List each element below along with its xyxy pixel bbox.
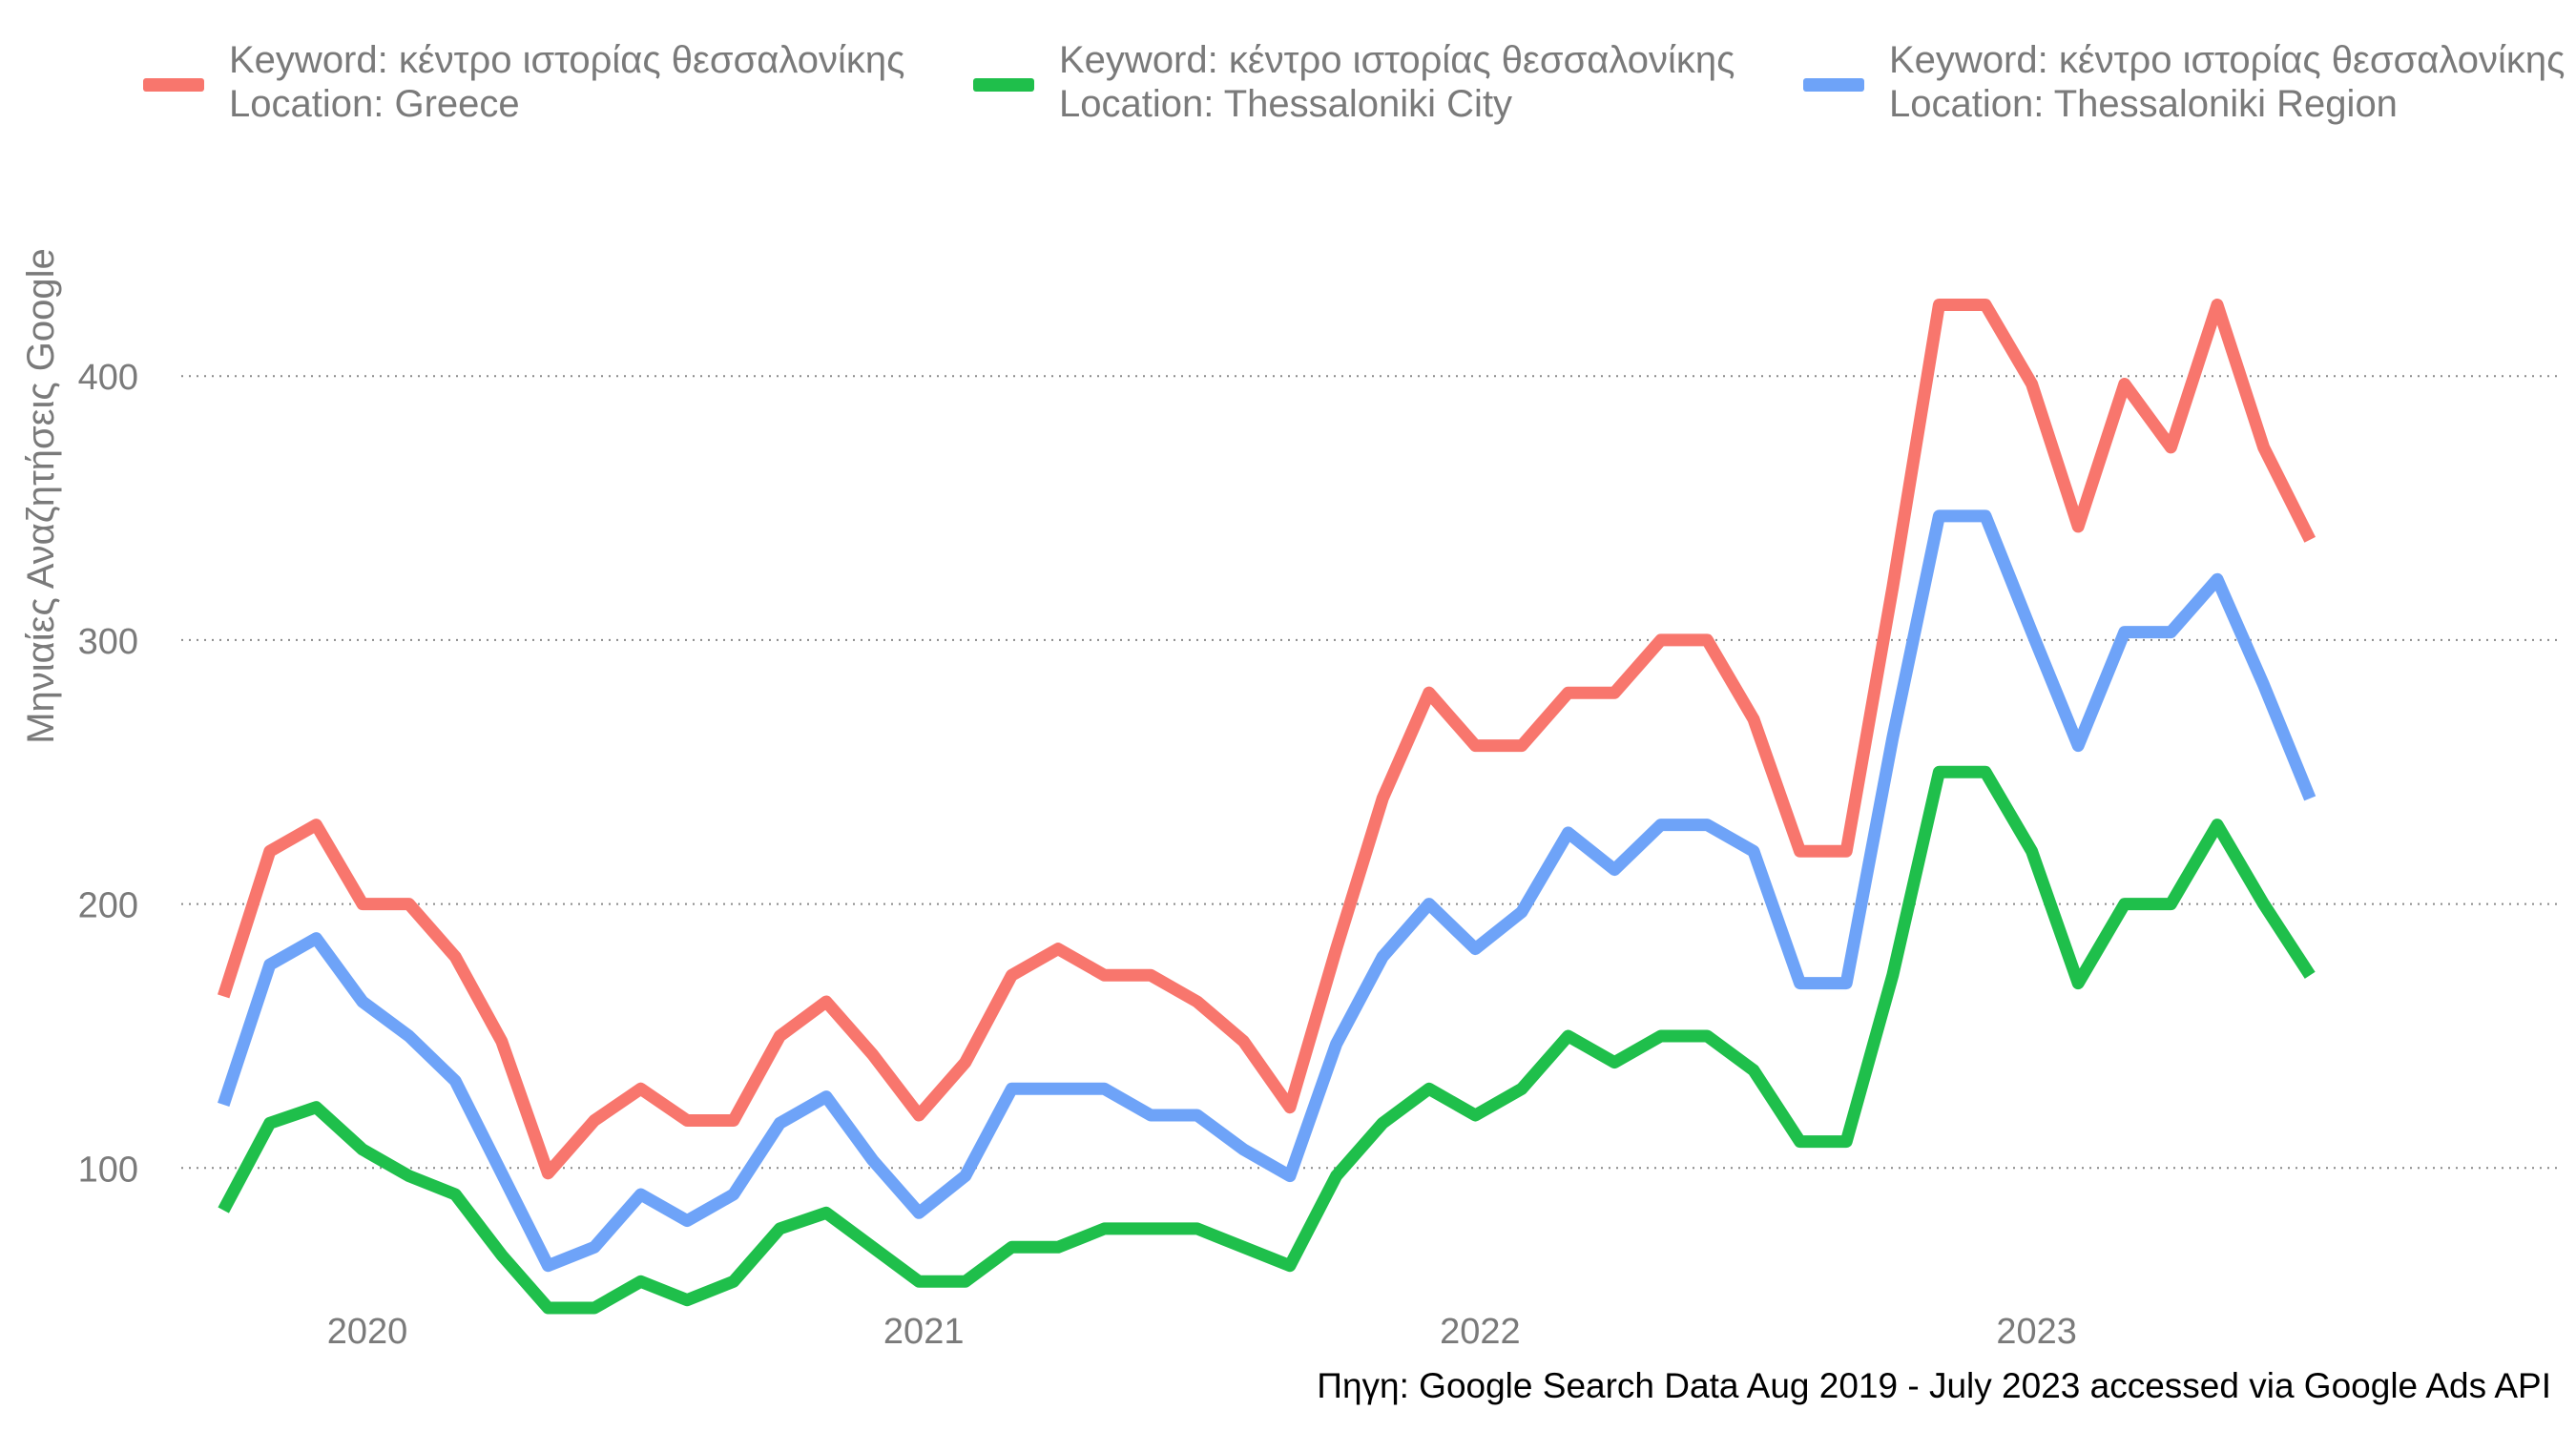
x-tick-label: 2023 <box>1996 1312 2077 1352</box>
legend-label: Keyword: κέντρο ιστορίας θεσσαλονίκης Loc… <box>229 38 904 126</box>
legend-swatch <box>143 78 204 92</box>
x-tick-label: 2020 <box>327 1312 408 1352</box>
legend-label: Keyword: κέντρο ιστορίας θεσσαλονίκης Loc… <box>1059 38 1735 126</box>
y-tick-label: 300 <box>78 622 138 662</box>
legend-location: Location: Thessaloniki Region <box>1889 83 2398 125</box>
legend-location: Location: Greece <box>229 83 520 125</box>
y-axis-label: Μηνιαίες Αναζητήσεις Google <box>20 248 62 744</box>
y-tick-label: 400 <box>78 358 138 398</box>
y-tick-label: 100 <box>78 1150 138 1190</box>
y-tick-label: 200 <box>78 886 138 926</box>
gridlines <box>181 375 2557 1170</box>
x-tick-label: 2022 <box>1440 1312 1521 1352</box>
legend-keyword: Keyword: κέντρο ιστορίας θεσσαλονίκης <box>1889 39 2566 81</box>
x-tick-label: 2021 <box>883 1312 965 1352</box>
series-line-1 <box>218 299 2316 1180</box>
y-axis-ticks: 100 200 300 400 <box>78 358 138 1190</box>
source-note: Πηγη: Google Search Data Aug 2019 - July… <box>1317 1366 2551 1405</box>
legend-keyword: Keyword: κέντρο ιστορίας θεσσαλονίκης <box>229 39 905 81</box>
legend-keyword: Keyword: κέντρο ιστορίας θεσσαλονίκης <box>1059 39 1735 81</box>
series-line-3 <box>218 509 2316 1273</box>
legend: Keyword: κέντρο ιστορίας θεσσαλονίκης Loc… <box>0 38 2576 143</box>
x-axis-ticks: 2020 2021 2022 2023 <box>327 1312 2077 1352</box>
series-lines <box>218 299 2316 1315</box>
legend-location: Location: Thessaloniki City <box>1059 83 1513 125</box>
legend-swatch <box>1803 78 1864 92</box>
legend-swatch <box>973 78 1034 92</box>
legend-label: Keyword: κέντρο ιστορίας θεσσαλονίκης Loc… <box>1889 38 2565 126</box>
series-line-2 <box>218 765 2316 1315</box>
